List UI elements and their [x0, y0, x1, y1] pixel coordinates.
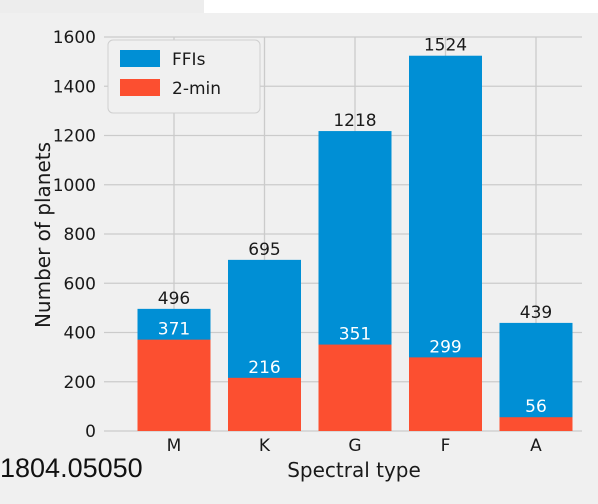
- x-tick-label: M: [167, 436, 182, 456]
- bar-ffis-A: [499, 322, 573, 431]
- background-strip: [0, 0, 204, 13]
- bars: [137, 55, 573, 432]
- legend-label: 2-min: [172, 79, 221, 99]
- y-tick-label: 600: [64, 274, 96, 294]
- y-tick-label: 1200: [53, 127, 96, 147]
- y-tick-label: 0: [85, 422, 96, 442]
- x-tick-label: G: [348, 436, 361, 456]
- x-tick-label: K: [259, 436, 271, 456]
- y-tick-label: 1000: [53, 176, 96, 196]
- data-label-2min: 216: [248, 358, 280, 378]
- y-tick-label: 1400: [53, 77, 96, 97]
- arxiv-identifier: 1804.05050: [0, 453, 143, 483]
- data-label-2min: 56: [525, 397, 547, 417]
- y-tick-label: 1600: [53, 28, 96, 48]
- y-tick-label: 800: [64, 225, 96, 245]
- data-label-total: 439: [520, 303, 552, 323]
- bar-2-min-A: [499, 417, 573, 431]
- y-axis-label: Number of planets: [31, 142, 55, 328]
- data-label-total: 1524: [424, 36, 467, 56]
- data-label-2min: 371: [158, 320, 190, 340]
- legend-swatch: [120, 50, 160, 67]
- x-axis-label: Spectral type: [287, 458, 421, 482]
- bar-2-min-K: [228, 377, 301, 431]
- bar-2-min-M: [137, 339, 211, 431]
- y-tick-labels: 0 200 400 600 800 1000 1200 1400 1600: [53, 28, 96, 442]
- data-label-2min: 299: [429, 337, 461, 357]
- data-labels: 496 695 1218 1524 439 371 216 351 299 56: [158, 36, 552, 417]
- bar-2-min-G: [318, 344, 392, 431]
- y-tick-label: 400: [64, 324, 96, 344]
- data-label-2min: 351: [339, 325, 371, 345]
- data-label-total: 496: [158, 289, 190, 309]
- x-tick-label: F: [441, 436, 451, 456]
- data-label-total: 695: [248, 240, 280, 260]
- bar-2-min-F: [409, 357, 482, 431]
- legend: FFIs 2-min: [107, 39, 261, 114]
- data-label-total: 1218: [333, 111, 376, 131]
- y-tick-label: 200: [64, 373, 96, 393]
- x-tick-label: A: [530, 436, 542, 456]
- legend-swatch: [120, 79, 160, 96]
- legend-label: FFIs: [172, 50, 206, 70]
